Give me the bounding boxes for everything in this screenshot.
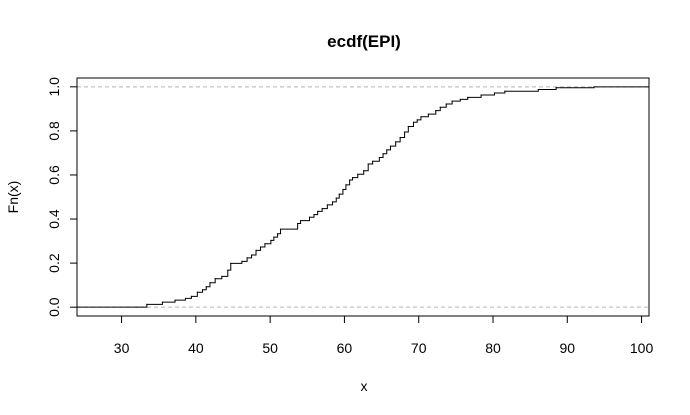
ecdf-point [246,257,248,259]
ecdf-point [420,116,422,118]
ecdf-point [230,262,232,264]
ecdf-point [313,214,315,216]
ecdf-point [345,184,347,186]
ecdf-point [386,149,388,151]
ecdf-point [367,163,369,165]
ecdf-point [196,291,198,293]
ecdf-point [338,193,340,195]
ecdf-point [335,197,337,199]
ecdf-point [276,233,279,235]
plot-frame [76,77,650,317]
x-tick-label: 100 [630,340,654,356]
ecdf-point [270,239,272,242]
ecdf-point [136,306,138,308]
x-tick-label: 90 [559,340,575,356]
x-tick-label: 70 [411,340,427,356]
ecdf-point [412,121,415,123]
ecdf-point [227,269,229,271]
ecdf-point [349,179,351,181]
ecdf-point [214,278,216,280]
ecdf-point [372,160,374,162]
ecdf-point [363,170,365,172]
ecdf-point [480,94,482,96]
ecdf-point [459,98,461,100]
x-axis-label: x [361,378,368,394]
ecdf-point [300,219,302,222]
ecdf-point [493,92,496,94]
ecdf-point [404,131,406,133]
x-axis: 30 40 50 60 70 80 90 100 [114,315,654,356]
ecdf-point [146,303,148,305]
ecdf-point [389,145,392,147]
x-tick-label: 50 [262,340,278,356]
ecdf-point [504,90,506,92]
ecdf-point [555,87,557,89]
ecdf-point [593,86,595,88]
ecdf-point [221,275,223,277]
ecdf-point [279,228,282,230]
ecdf-point [190,295,192,297]
y-tick-label: 0.2 [46,253,62,273]
y-tick-label: 0.8 [46,121,62,141]
ecdf-point [395,141,397,143]
y-axis-label: Fn(x) [5,181,21,214]
ecdf-point [161,301,164,303]
ecdf-point [205,286,207,288]
ecdf-point [273,236,275,238]
ecdf-point [357,173,359,175]
ecdf-point [184,297,187,299]
ecdf-step-line [77,86,649,308]
ecdf-point [445,103,447,105]
y-tick-label: 1.0 [46,77,62,97]
y-tick-label: 0.4 [46,209,62,229]
ecdf-point [416,119,418,121]
ecdf-series [77,86,649,308]
ecdf-point [264,243,266,245]
ecdf-point [209,282,211,284]
ecdf-point [451,100,453,102]
ecdf-point [407,125,409,128]
ecdf-point [321,208,323,210]
ecdf-point [297,222,299,225]
reference-lines [77,86,649,308]
ecdf-point [331,201,334,203]
x-tick-label: 60 [337,340,353,356]
ecdf-point [352,177,354,179]
y-tick-label: 0.0 [46,297,62,317]
ecdf-point [378,156,380,159]
y-axis: 0.0 0.2 0.4 0.6 0.8 1.0 [46,77,78,317]
chart-title: ecdf(EPI) [327,32,401,51]
ecdf-point [467,96,469,98]
ecdf-point [317,210,319,212]
ecdf-point [174,299,176,301]
ecdf-point [241,260,243,262]
ecdf-point [435,110,437,112]
ecdf-point [537,88,539,91]
ecdf-point [308,216,311,218]
x-tick-label: 30 [114,340,130,356]
y-tick-label: 0.6 [46,165,62,185]
ecdf-point [399,136,401,139]
ecdf-point [439,106,441,108]
ecdf-point [259,246,262,248]
ecdf-point [201,289,204,291]
ecdf-point [382,153,384,155]
ecdf-point [326,204,328,206]
ecdf-point [255,249,257,251]
x-tick-label: 80 [485,340,501,356]
x-tick-label: 40 [188,340,204,356]
ecdf-point [427,113,429,115]
ecdf-point [342,188,344,191]
ecdf-point [250,254,253,256]
